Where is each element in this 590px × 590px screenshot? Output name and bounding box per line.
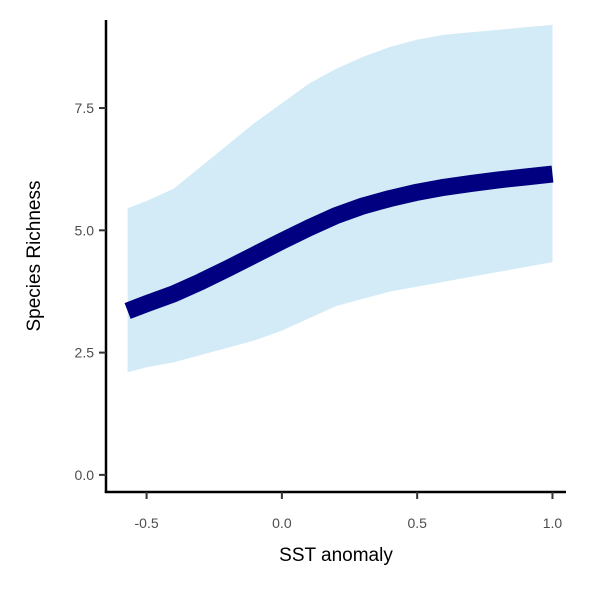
y-axis-title: Species Richness bbox=[24, 180, 45, 331]
fit-line bbox=[124, 165, 554, 319]
y-tick-label: 5.0 bbox=[75, 222, 95, 238]
x-tick-label: 0.0 bbox=[272, 515, 292, 531]
x-ticks: -0.5 0.0 0.5 1.0 bbox=[135, 492, 563, 531]
y-ticks: 0.0 2.5 5.0 7.5 bbox=[75, 100, 106, 483]
x-tick-label: -0.5 bbox=[135, 515, 159, 531]
x-tick-label: 0.5 bbox=[407, 515, 427, 531]
y-tick-label: 2.5 bbox=[75, 345, 95, 361]
x-tick-label: 1.0 bbox=[543, 515, 563, 531]
x-axis-title: SST anomaly bbox=[279, 545, 393, 566]
y-tick-label: 0.0 bbox=[75, 467, 95, 483]
confidence-band bbox=[127, 24, 553, 373]
y-tick-label: 7.5 bbox=[75, 100, 95, 116]
